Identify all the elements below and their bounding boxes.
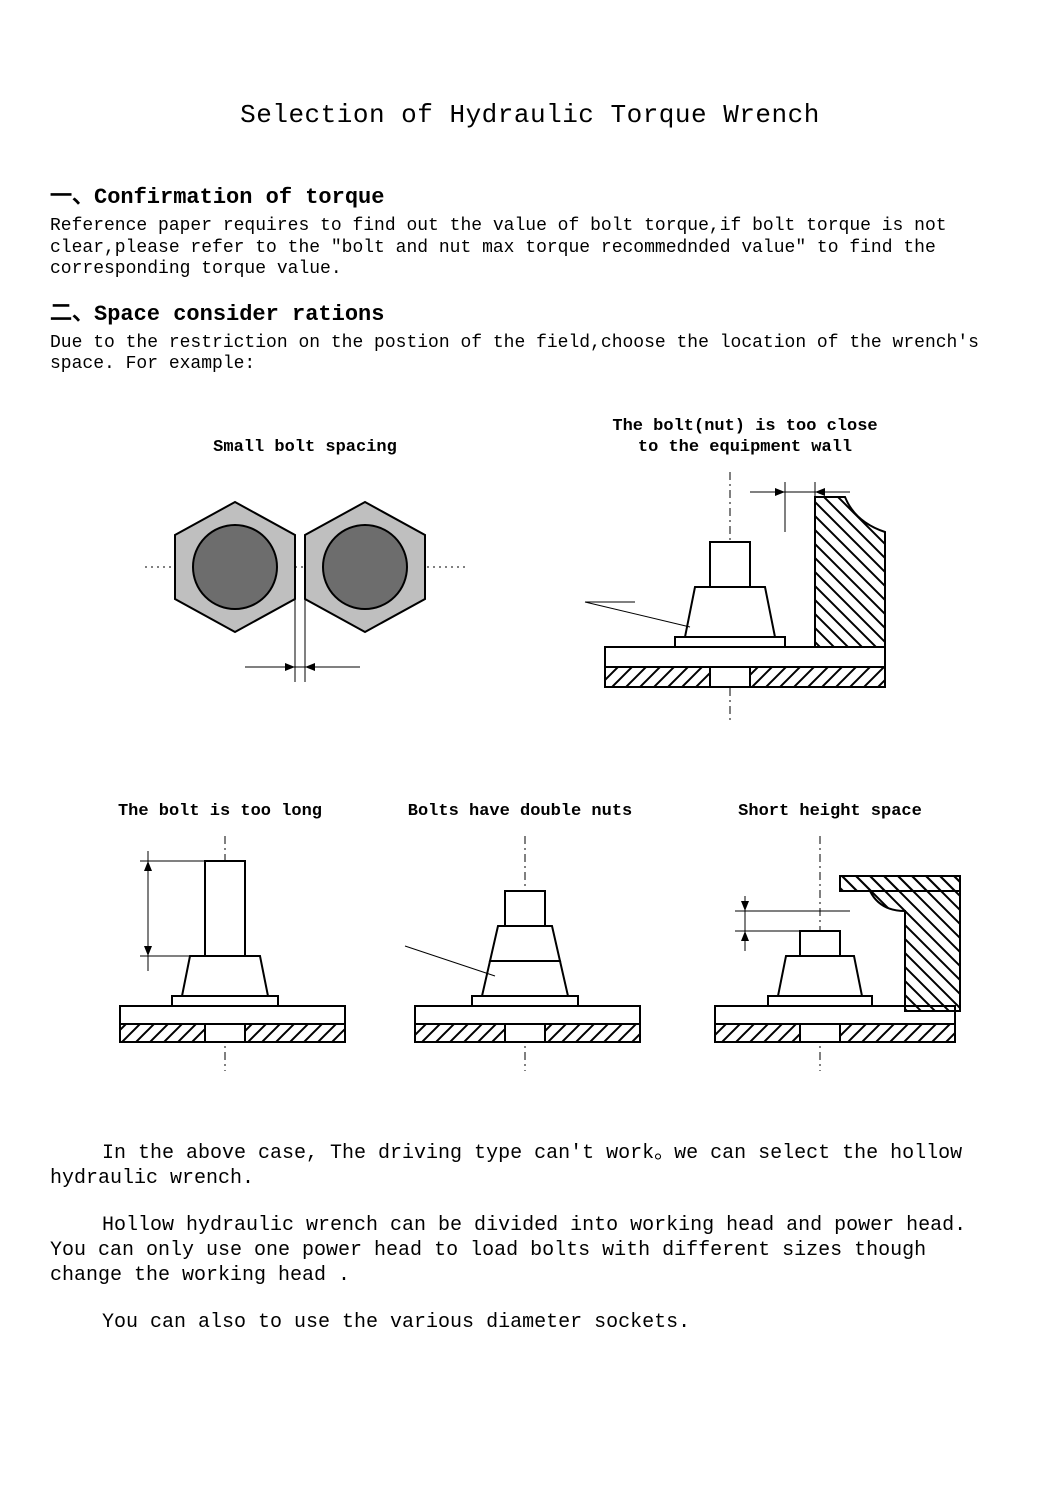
page-title: Selection of Hydraulic Torque Wrench [50, 100, 1010, 130]
diagram-row-2: The bolt is too long [50, 780, 1010, 1071]
svg-short-height [690, 836, 970, 1071]
diagram-long-bolt: The bolt is too long [90, 780, 350, 1071]
conclusion-p1: In the above case, The driving type can'… [50, 1141, 1010, 1191]
caption-small-spacing: Small bolt spacing [213, 416, 397, 458]
conclusion-p2: Hollow hydraulic wrench can be divided i… [50, 1213, 1010, 1288]
caption-double-nuts: Bolts have double nuts [408, 780, 632, 822]
document-page: Selection of Hydraulic Torque Wrench 一、C… [0, 0, 1060, 1499]
diagram-double-nuts: Bolts have double nuts [390, 780, 650, 1071]
diagram-small-bolt-spacing: Small bolt spacing [145, 416, 465, 723]
svg-long-bolt [90, 836, 350, 1071]
svg-bolt-near-wall [575, 472, 915, 722]
conclusion-p3: You can also to use the various diameter… [50, 1310, 1010, 1335]
section2-body: Due to the restriction on the postion of… [50, 333, 1010, 376]
conclusion-block: In the above case, The driving type can'… [50, 1141, 1010, 1335]
caption-near-wall: The bolt(nut) is too close to the equipm… [612, 416, 877, 459]
diagram-row-1: Small bolt spacing The bolt(nut) is to [50, 416, 1010, 723]
section1-body: Reference paper requires to find out the… [50, 216, 1010, 281]
svg-two-hex-bolts [145, 472, 465, 702]
section2-heading: 二、Space consider rations [50, 295, 1010, 327]
diagram-short-height: Short height space [690, 780, 970, 1071]
diagram-bolt-near-wall: The bolt(nut) is too close to the equipm… [575, 416, 915, 723]
caption-long-bolt: The bolt is too long [118, 780, 322, 822]
section1-heading: 一、Confirmation of torque [50, 178, 1010, 210]
svg-double-nut [390, 836, 650, 1071]
caption-short-height: Short height space [738, 780, 922, 822]
